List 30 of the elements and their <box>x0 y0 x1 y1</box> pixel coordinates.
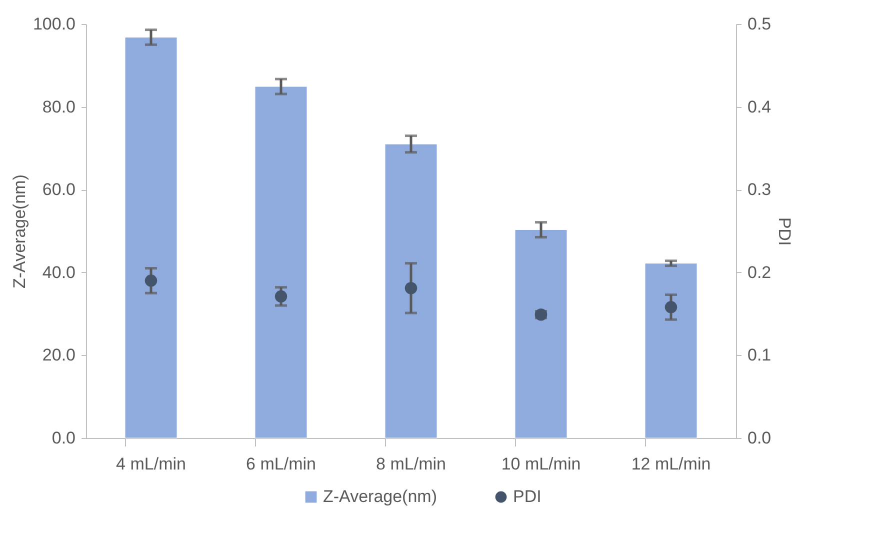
point <box>404 282 418 294</box>
bar <box>644 263 698 438</box>
x-tick-label: 6 mL/min <box>246 454 316 474</box>
x-tick-label: 12 mL/min <box>631 454 711 474</box>
point <box>274 290 288 303</box>
legend-label: PDI <box>513 487 542 506</box>
x-tick-label: 10 mL/min <box>501 454 581 474</box>
x-tick-label: 4 mL/min <box>116 454 186 474</box>
bar <box>514 230 568 438</box>
y2-tick-label: 0.1 <box>748 346 772 365</box>
y2-tick-label: 0.0 <box>748 428 772 448</box>
x-tick-label: 8 mL/min <box>376 454 446 474</box>
y-tick-label: 100.0 <box>32 14 76 34</box>
point <box>664 301 678 314</box>
y2-tick-label: 0.2 <box>748 262 772 282</box>
y-tick-label: 0.0 <box>52 428 76 448</box>
bar <box>254 86 308 438</box>
y2-axis-title: PDI <box>775 217 794 246</box>
bar <box>384 144 438 438</box>
legend-label: Z-Average(nm) <box>323 487 437 506</box>
y-tick-label: 40.0 <box>42 262 76 282</box>
bar <box>124 37 178 438</box>
y-tick-label: 80.0 <box>42 97 76 116</box>
y-axis-title: Z-Average(nm) <box>10 174 29 288</box>
y2-tick-label: 0.3 <box>748 180 772 200</box>
y2-tick-label: 0.5 <box>748 14 772 34</box>
point <box>144 274 158 287</box>
y-tick-label: 20.0 <box>42 346 76 365</box>
y2-tick-label: 0.4 <box>748 97 772 116</box>
y-tick-label: 60.0 <box>42 180 76 200</box>
